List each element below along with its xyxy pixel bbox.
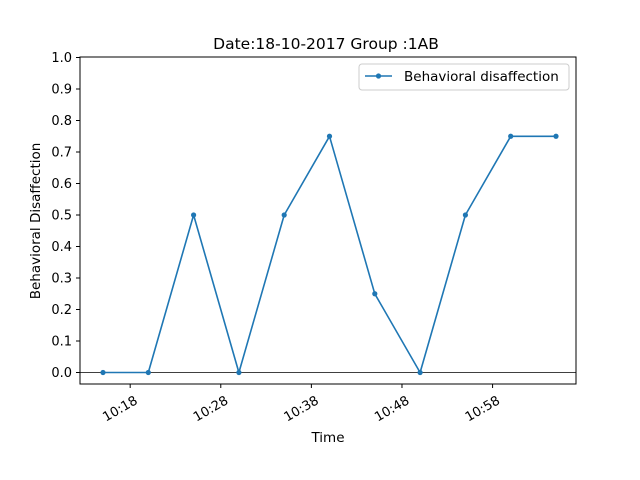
y-tick-label: 0.7 [51, 146, 72, 161]
y-tick-label: 0.6 [51, 177, 72, 192]
y-tick-label: 0.4 [51, 240, 72, 255]
data-point [553, 133, 559, 139]
plot-frame [79, 56, 577, 385]
legend-label: Behavioral disaffection [404, 69, 559, 85]
y-tick-label: 1.0 [51, 51, 72, 66]
data-point [508, 133, 514, 139]
data-point [417, 369, 423, 376]
data-point [462, 212, 468, 218]
data-point [236, 369, 242, 376]
y-tick-label: 0.0 [51, 366, 72, 381]
chart-title: Date:18-10-2017 Group :1AB [213, 35, 439, 53]
legend-box [358, 63, 570, 91]
x-axis-label: Time [310, 430, 344, 446]
y-tick-label: 0.8 [51, 114, 72, 129]
data-point [281, 212, 287, 218]
data-point [372, 291, 378, 297]
data-point [145, 369, 151, 376]
y-tick-label: 0.5 [51, 209, 72, 224]
data-point [191, 212, 197, 218]
y-tick-label: 0.2 [51, 303, 72, 318]
legend-marker [375, 73, 382, 79]
y-tick-label: 0.9 [51, 83, 72, 98]
data-point [326, 133, 333, 139]
y-tick-label: 0.3 [51, 272, 72, 287]
y-tick-label: 0.1 [51, 335, 72, 350]
y-axis-label: Behavioral Disaffection [28, 143, 44, 300]
data-point [100, 369, 106, 376]
legend: Behavioral disaffection [358, 63, 570, 91]
